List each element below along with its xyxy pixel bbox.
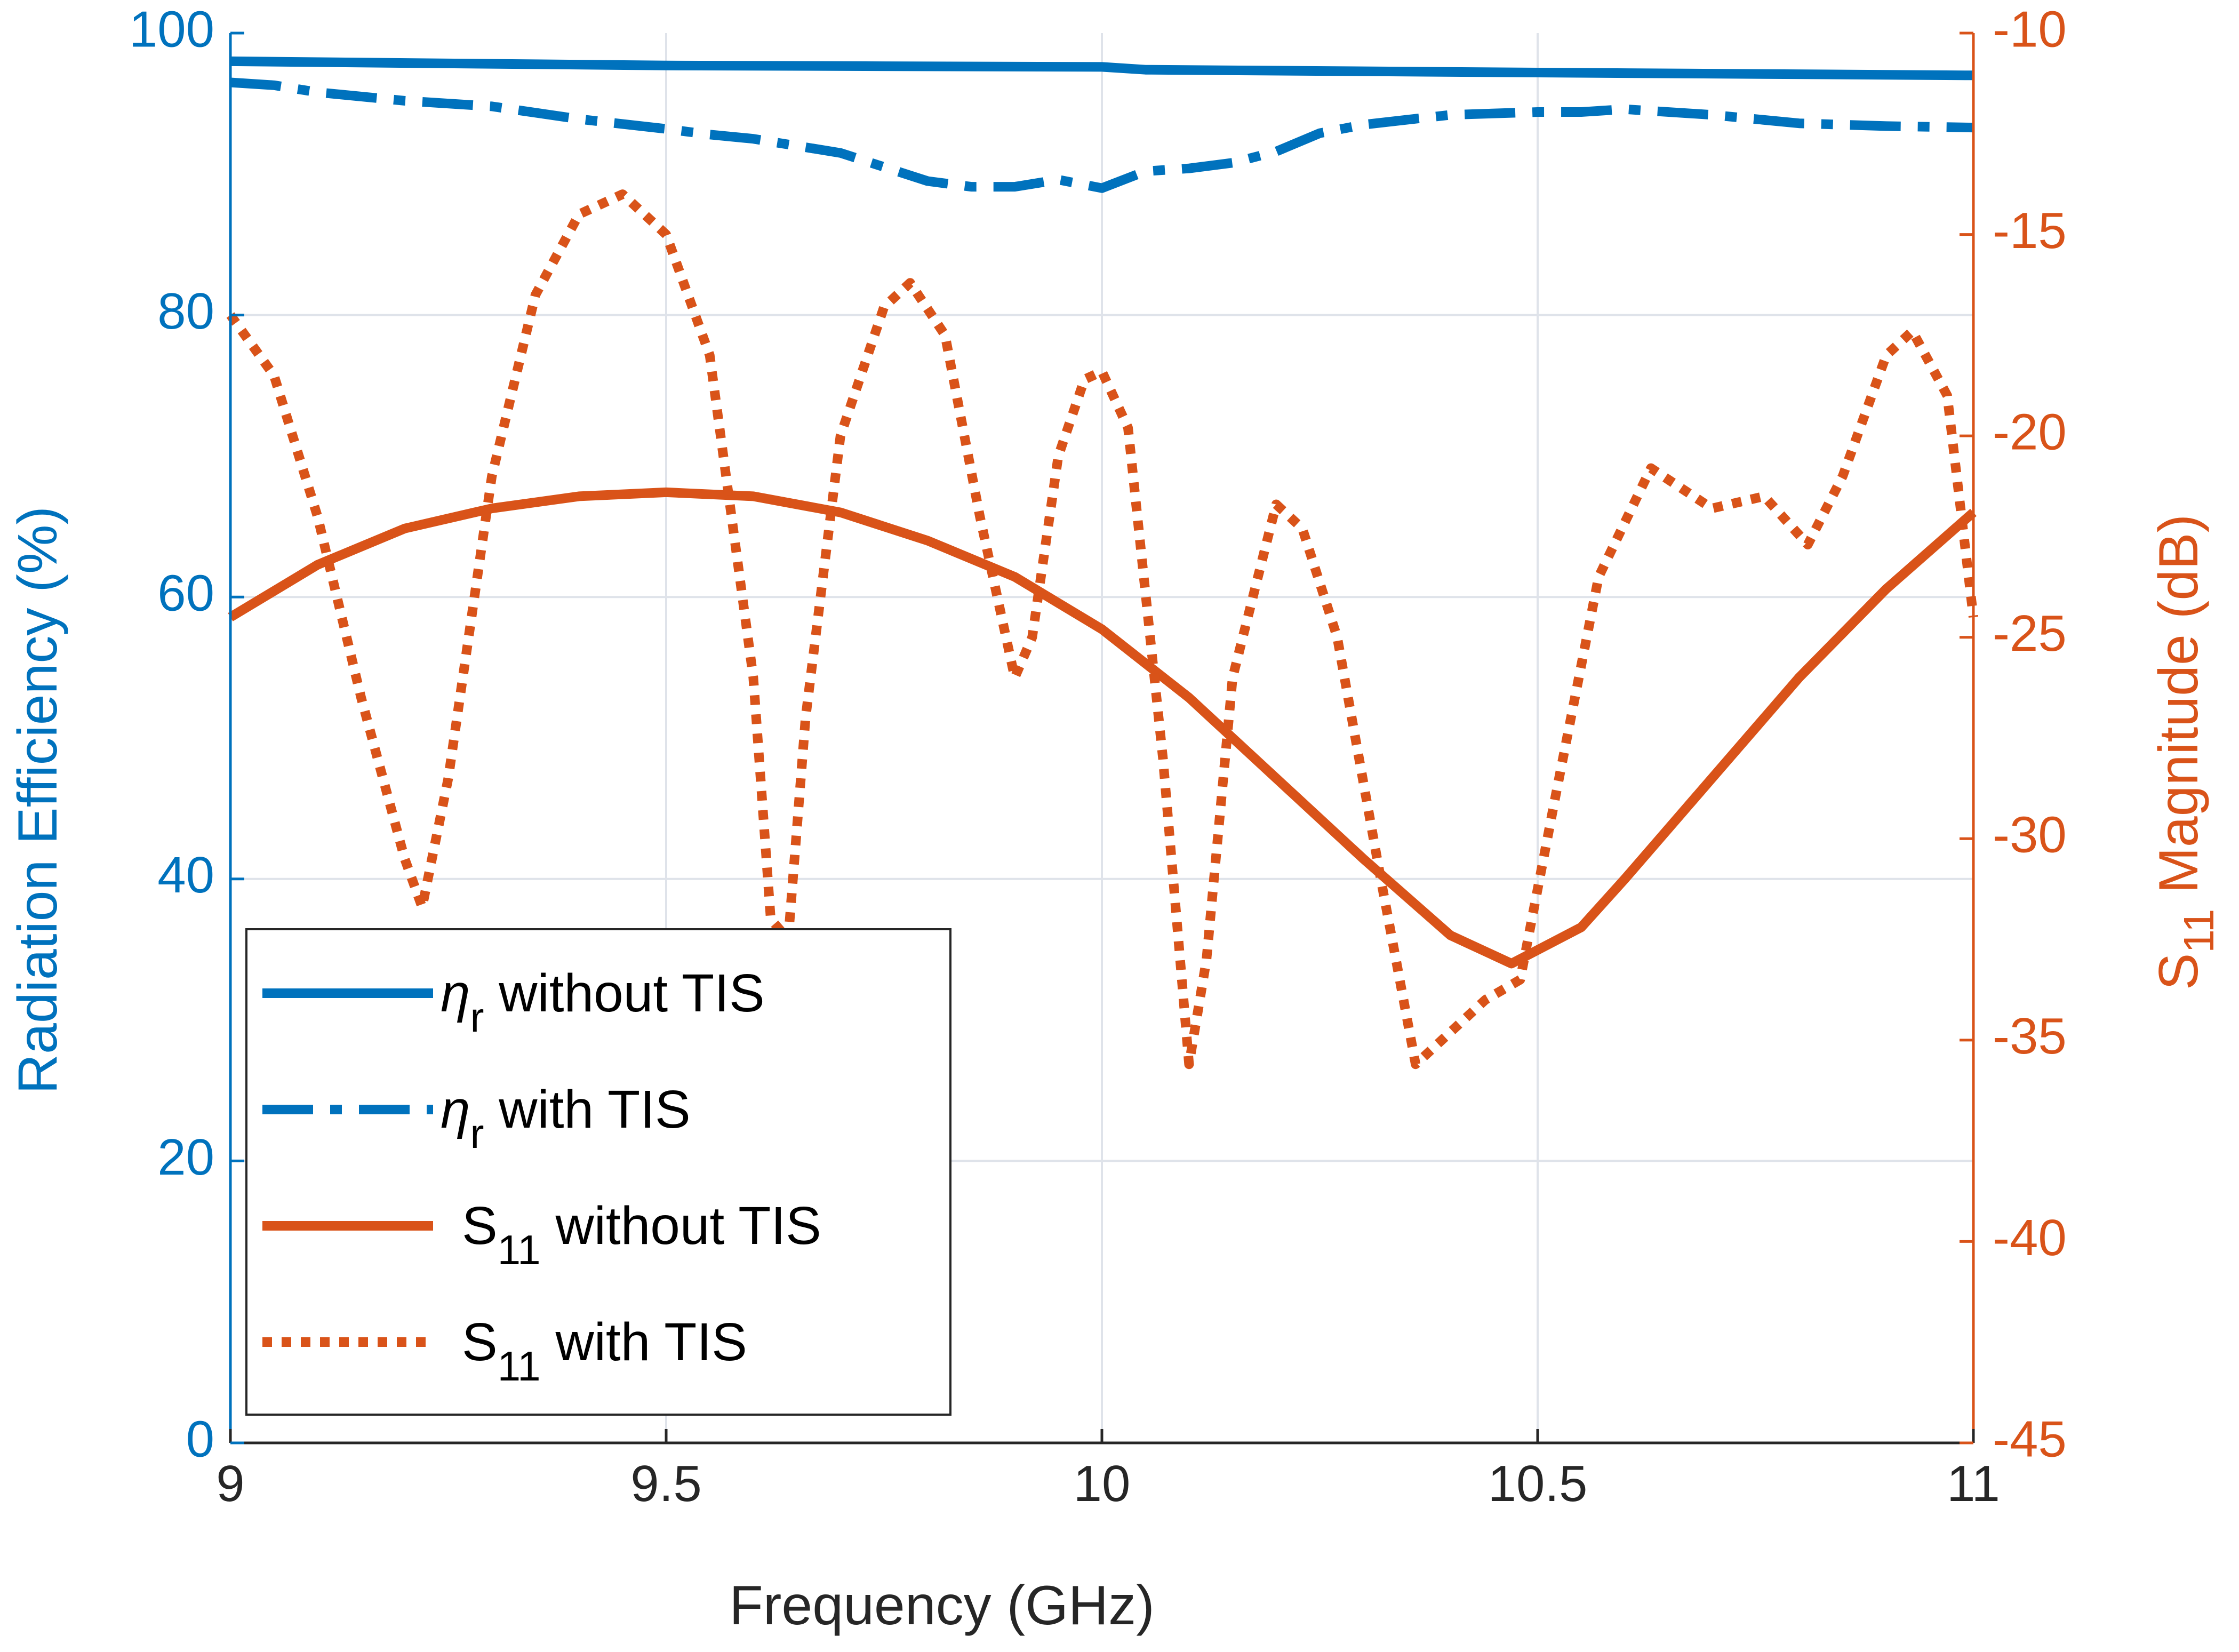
x-tick-label: 10 bbox=[1074, 1455, 1131, 1512]
legend-symbol: η bbox=[441, 1080, 470, 1139]
x-axis-label: Frequency (GHz) bbox=[729, 1575, 1155, 1637]
x-tick-label: 9.5 bbox=[630, 1455, 701, 1512]
y-left-tick-label: 100 bbox=[129, 1, 214, 58]
y-right-tick-label: -35 bbox=[1993, 1008, 2067, 1065]
y-left-tick-label: 60 bbox=[157, 565, 214, 622]
legend-box bbox=[245, 928, 951, 1416]
legend-label-4: S11 with TIS bbox=[462, 1312, 747, 1390]
legend-symbol: S bbox=[462, 1196, 498, 1256]
legend-text: with TIS bbox=[541, 1312, 747, 1372]
legend-text: without TIS bbox=[484, 963, 765, 1023]
y-left-tick-label: 40 bbox=[157, 847, 214, 904]
y-right-label-rest: Magnitude (dB) bbox=[2148, 514, 2210, 909]
series-line-3 bbox=[228, 487, 1977, 969]
y-right-tick-label: -15 bbox=[1993, 202, 2067, 259]
legend-label-1: ηr without TIS bbox=[441, 963, 765, 1041]
legend-subscript: r bbox=[470, 994, 484, 1041]
axes bbox=[229, 31, 1975, 1444]
x-tick-label: 11 bbox=[1947, 1455, 2000, 1512]
series-line-1 bbox=[230, 56, 1974, 81]
y-right-tick-label: -45 bbox=[1993, 1410, 2067, 1467]
plot-series bbox=[226, 56, 1978, 1070]
y-right-tick-label: -40 bbox=[1993, 1209, 2067, 1266]
tick-labels: 9 9.5 10 10.5 11 0 20 40 60 80 100 -45 -40 -35 -30 -25 -… bbox=[129, 1, 2067, 1512]
y-right-tick-label: -25 bbox=[1993, 605, 2067, 662]
y-left-axis-label: Radiation Efficiency (%) bbox=[7, 506, 69, 1094]
y-right-tick-label: -30 bbox=[1993, 807, 2067, 864]
y-right-tick-label: -20 bbox=[1993, 404, 2067, 461]
legend-label-3: S11 without TIS bbox=[462, 1196, 821, 1273]
series-line-4 bbox=[226, 189, 1978, 1070]
y-right-label-s: S bbox=[2148, 953, 2210, 990]
y-right-axis-label: S11 Magnitude (dB) bbox=[2148, 514, 2222, 990]
legend-symbol: η bbox=[441, 963, 470, 1023]
legend-text: without TIS bbox=[541, 1196, 821, 1256]
y-left-tick-label: 80 bbox=[157, 283, 214, 340]
y-right-tick-label: -10 bbox=[1993, 1, 2067, 58]
legend-symbol: S bbox=[462, 1312, 498, 1372]
series-line-2 bbox=[230, 77, 1974, 193]
legend-subscript: 11 bbox=[498, 1343, 541, 1390]
x-tick-label: 9 bbox=[216, 1455, 244, 1512]
legend-subscript: r bbox=[470, 1110, 484, 1157]
y-right-label-sub: 11 bbox=[2175, 909, 2222, 953]
legend-label-2: ηr with TIS bbox=[441, 1080, 691, 1157]
y-left-tick-label: 20 bbox=[157, 1129, 214, 1186]
legend-text: with TIS bbox=[484, 1080, 691, 1139]
x-tick-label: 10.5 bbox=[1488, 1455, 1588, 1512]
y-left-tick-label: 0 bbox=[186, 1410, 214, 1467]
legend-subscript: 11 bbox=[498, 1226, 541, 1273]
